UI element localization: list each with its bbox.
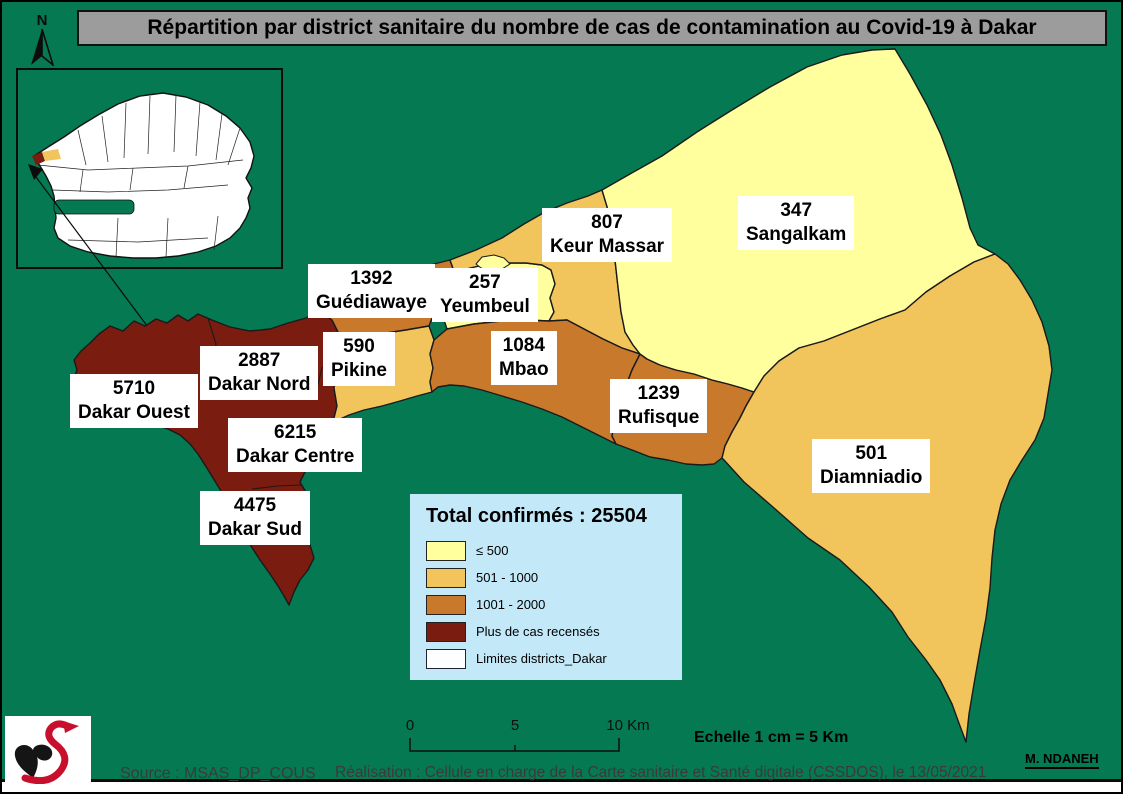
district-cases: 257 <box>469 272 501 293</box>
legend-label: 1001 - 2000 <box>476 597 546 612</box>
district-name: Guédiawaye <box>316 292 427 313</box>
legend-title: Total confirmés : 25504 <box>426 505 647 527</box>
district-cases: 6215 <box>274 422 317 443</box>
senegal-inset-frame <box>16 68 283 269</box>
district-cases: 1084 <box>502 335 545 356</box>
district-label-yeumbeul: 257 Yeumbeul <box>432 268 538 322</box>
legend-row: Limites districts_Dakar <box>426 645 682 672</box>
senegal-district-lines <box>37 94 244 258</box>
bottom-strip <box>2 779 1121 792</box>
district-cases: 347 <box>780 200 813 221</box>
district-name: Dakar Sud <box>208 519 302 540</box>
district-label-rufisque: 1239 Rufisque <box>610 379 708 433</box>
north-label: N <box>37 12 48 29</box>
logo-serpent-head <box>63 721 79 733</box>
district-name: Yeumbeul <box>440 296 530 317</box>
district-name: Dakar Nord <box>208 374 311 395</box>
district-cases: 4475 <box>233 495 277 516</box>
legend-label: Limites districts_Dakar <box>476 651 607 666</box>
district-cases: 807 <box>591 212 623 233</box>
legend-row: 1001 - 2000 <box>426 591 682 618</box>
district-name: Diamniadio <box>820 467 923 488</box>
district-label-pikine: 590 Pikine <box>323 332 395 386</box>
author-signature: M. NDANEH <box>1025 751 1099 769</box>
msas-logo <box>5 716 91 785</box>
district-cases: 501 <box>855 443 888 464</box>
scale-note: Echelle 1 cm = 5 Km <box>694 729 849 746</box>
district-label-mbao: 1084 Mbao <box>491 331 557 385</box>
district-cases: 1392 <box>350 268 393 289</box>
district-label-dakar-ouest: 5710 Dakar Ouest <box>70 374 198 428</box>
scale-tick-10: 10 Km <box>606 717 649 734</box>
logo-serpent-shape <box>21 720 71 785</box>
logo-heart-shape <box>14 744 53 778</box>
district-name: Pikine <box>331 360 387 381</box>
inset-dakar-highlight-red <box>32 152 45 165</box>
district-label-keur-massar: 807 Keur Massar <box>542 208 673 262</box>
legend-swatch-1001-2000 <box>426 594 466 615</box>
north-arrow: N <box>31 12 55 66</box>
district-label-dakar-centre: 6215 Dakar Centre <box>228 418 363 472</box>
north-arrow-left <box>31 29 42 65</box>
msas-logo-graphic <box>14 720 79 785</box>
district-cases: 590 <box>343 336 375 357</box>
scale-bar-line <box>409 738 620 752</box>
gambia-notch <box>53 199 135 215</box>
district-label-diamniadio: 501 Diamniadio <box>812 439 931 493</box>
district-label-dakar-sud: 4475 Dakar Sud <box>200 491 310 545</box>
district-label-sangalkam: 347 Sangalkam <box>738 196 855 250</box>
district-name: Keur Massar <box>550 236 665 257</box>
district-shape-diamniadio <box>721 253 1053 743</box>
legend-row: ≤ 500 <box>426 537 682 564</box>
source-text: Source : MSAS_DP_COUS <box>120 765 316 782</box>
district-name: Sangalkam <box>746 224 847 245</box>
district-name: Mbao <box>499 359 549 380</box>
legend-label: 501 - 1000 <box>476 570 539 585</box>
legend-row: 501 - 1000 <box>426 564 682 591</box>
district-cases: 2887 <box>238 350 281 371</box>
credit-text: Réalisation : Cellule en charge de la Ca… <box>335 764 987 781</box>
senegal-country-shape <box>33 92 255 259</box>
scale-tick-5: 5 <box>511 717 519 734</box>
district-label-dakar-nord: 2887 Dakar Nord <box>200 346 319 400</box>
scale-tick-0: 0 <box>406 717 414 734</box>
inset-dakar-highlight-orange <box>42 149 61 161</box>
legend-swatch-501-1000 <box>426 567 466 588</box>
legend-swatch-highest <box>426 621 466 642</box>
senegal-inset-map <box>32 92 255 259</box>
district-label-guediawaye: 1392 Guédiawaye <box>308 264 435 318</box>
district-name: Dakar Centre <box>236 446 355 467</box>
district-name: Rufisque <box>618 407 700 428</box>
legend: Total confirmés : 25504 ≤ 500 501 - 1000… <box>410 494 682 680</box>
north-arrow-right <box>41 28 55 66</box>
legend-swatch-max500 <box>426 540 466 561</box>
district-cases: 5710 <box>112 378 156 399</box>
district-cases: 1239 <box>637 383 680 404</box>
legend-row: Plus de cas recensés <box>426 618 682 645</box>
district-name: Dakar Ouest <box>78 402 190 423</box>
legend-label: Plus de cas recensés <box>476 624 600 639</box>
scale-bar: 0 5 10 Km <box>406 717 650 752</box>
map-title: Répartition par district sanitaire du no… <box>77 10 1107 46</box>
legend-label: ≤ 500 <box>476 543 509 558</box>
legend-swatch-limits <box>426 648 466 669</box>
